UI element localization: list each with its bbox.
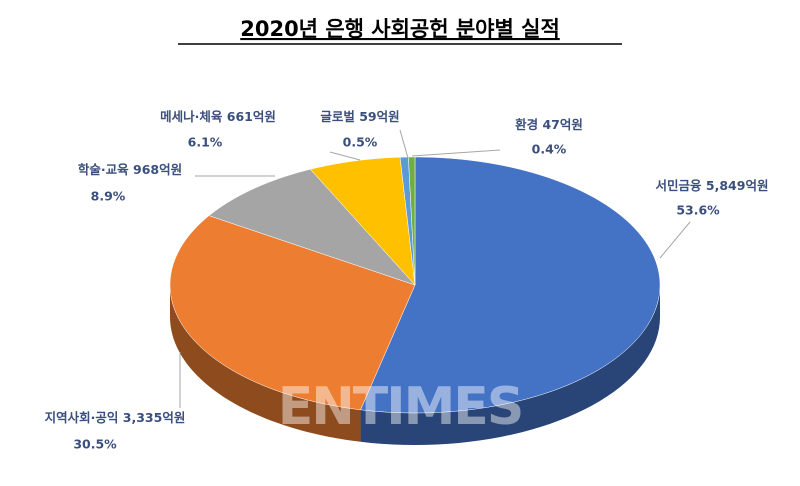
value-label: 59억원 [359,109,399,124]
value-label: 968억원 [133,162,182,177]
data-label: 서민금융 5,849억원 [656,178,769,193]
slice [360,156,661,414]
slice-side [170,285,361,442]
category-label: 학술·교육 [78,162,129,177]
leader-line [329,151,361,161]
share-label: 0.5% [343,135,378,150]
data-label: 환경 47억원 [515,117,583,132]
data-label: 지역사회·공익 3,335억원 [45,410,186,425]
data-label: 메세나·체육 661억원 [160,109,276,124]
value-label: 3,335억원 [123,410,186,425]
labels: 서민금융 5,849억원 53.6% 지역사회·공익 3,335억원 30.5% 학술·… [45,109,769,452]
watermark: ENTIMES [278,377,523,437]
slice-side [360,285,660,445]
category-label: 환경 [515,117,538,132]
pie [169,156,661,445]
value-label: 5,849억원 [706,178,769,193]
slice [169,215,416,411]
data-label: 학술·교육 968억원 [78,162,182,177]
value-label: 47억원 [542,117,582,132]
category-label: 지역사회·공익 [45,410,119,425]
slice [309,156,416,286]
share-label: 6.1% [188,135,223,150]
leader-line [411,149,501,157]
slice [408,156,416,286]
data-label: 글로벌 59억원 [320,109,399,124]
share-label: 30.5% [73,437,117,452]
share-label: 53.6% [676,203,720,218]
slice [208,168,416,286]
category-label: 메세나·체육 [160,109,223,124]
value-label: 661억원 [227,109,276,124]
leader-line [659,221,691,259]
chart-title: 2020년 은행 사회공헌 분야별 실적 [240,17,560,41]
category-label: 글로벌 [320,109,355,124]
share-label: 0.4% [532,142,567,157]
leader-line [399,129,409,159]
share-label: 8.9% [91,189,126,204]
category-label: 서민금융 [656,178,703,193]
